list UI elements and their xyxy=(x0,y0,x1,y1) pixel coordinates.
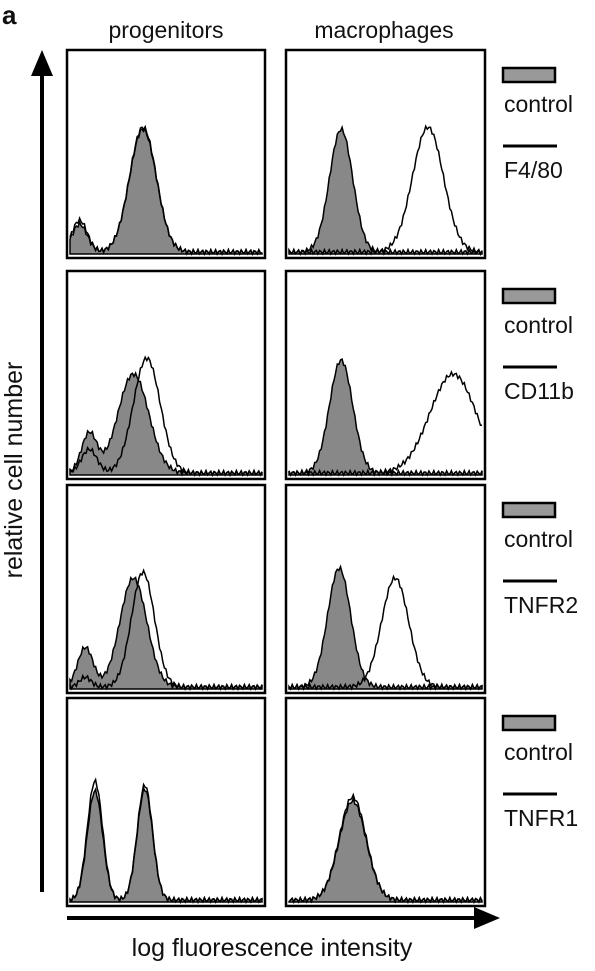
control-histogram xyxy=(288,124,483,256)
legend-label: control xyxy=(504,739,573,765)
column-header: progenitors xyxy=(108,17,223,43)
legend-label: F4/80 xyxy=(504,157,563,183)
marker-histogram xyxy=(288,369,482,477)
legend-swatch xyxy=(501,714,557,732)
marker-histogram xyxy=(288,574,483,691)
legend-swatch xyxy=(501,287,557,305)
histogram-panel xyxy=(284,269,487,481)
legend-label: TNFR1 xyxy=(504,805,578,831)
legend-label: control xyxy=(504,526,573,552)
legend-label: CD11b xyxy=(504,378,574,404)
legend-label: control xyxy=(504,91,573,117)
marker-histogram xyxy=(69,777,263,904)
marker-histogram xyxy=(288,792,483,904)
legend-label: control xyxy=(504,312,573,338)
histogram-panel xyxy=(284,483,487,695)
y-axis-label: relative cell number xyxy=(0,362,28,579)
column-header: macrophages xyxy=(314,17,453,43)
y-arrowhead xyxy=(31,50,53,76)
marker-histogram xyxy=(288,124,483,256)
marker-histogram xyxy=(69,355,263,477)
histogram-panel xyxy=(284,48,487,260)
x-arrowhead xyxy=(474,907,500,929)
legend-swatch xyxy=(501,66,557,84)
histogram-panel xyxy=(65,483,267,695)
legend-swatch xyxy=(501,501,557,519)
histogram-panel xyxy=(284,696,487,908)
marker-histogram xyxy=(69,568,263,691)
panel-label: a xyxy=(2,0,17,30)
histogram-panel xyxy=(65,269,267,481)
marker-histogram xyxy=(69,124,263,256)
legend-label: TNFR2 xyxy=(504,592,578,618)
x-axis-label: log fluorescence intensity xyxy=(132,934,413,962)
control-histogram xyxy=(288,358,483,477)
